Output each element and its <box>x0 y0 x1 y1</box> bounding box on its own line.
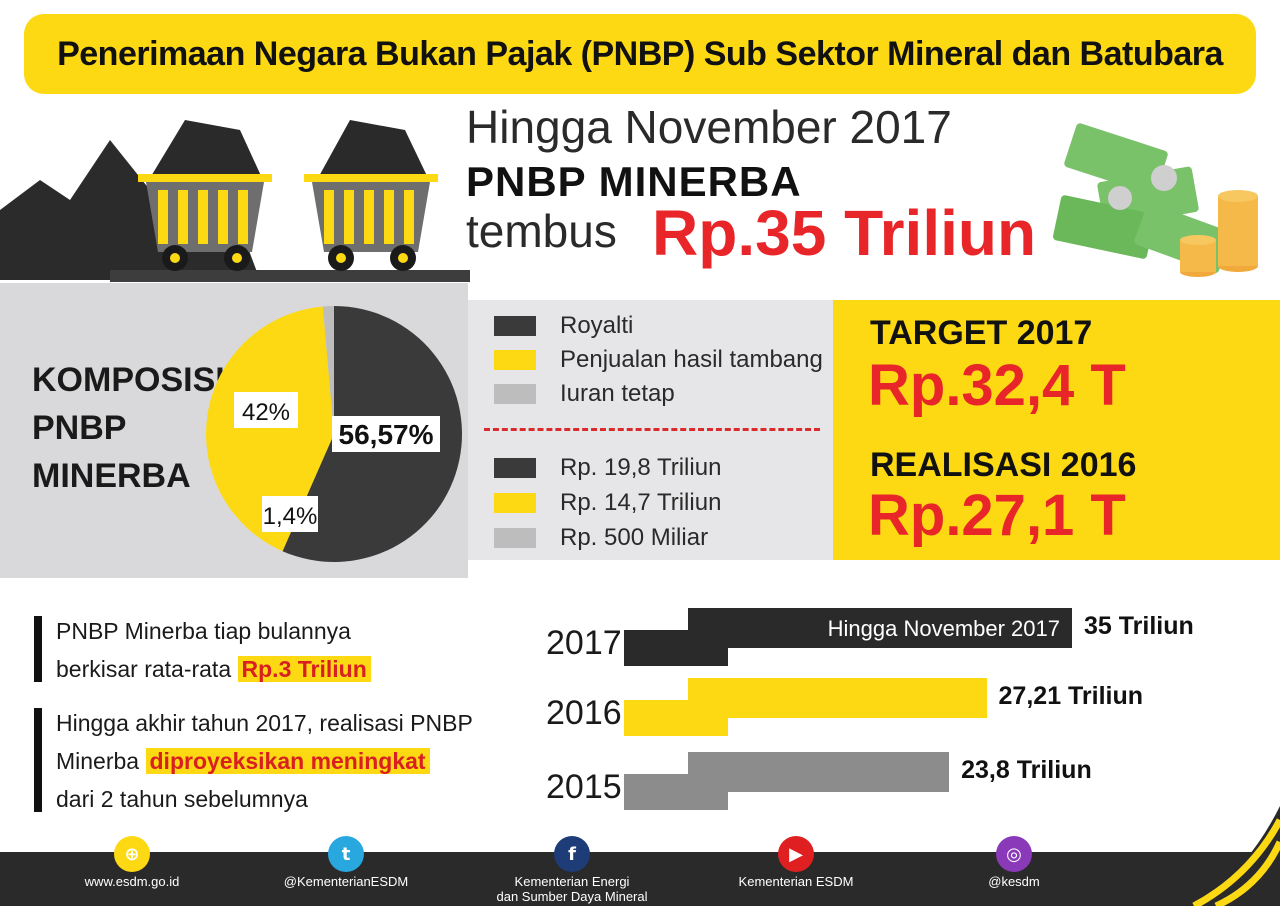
bar-chart: 2017 Hingga November 2017 35 Triliun 2016 27… <box>540 596 1260 828</box>
target-value: Rp.32,4 T <box>868 353 1126 418</box>
legend-label: Royalti <box>560 312 634 339</box>
instagram-icon: ◎ <box>996 836 1032 872</box>
pie-data-label: 42% <box>234 392 298 428</box>
bar-2017 <box>688 608 1072 648</box>
legend-value: Rp. 14,7 Triliun <box>560 489 722 516</box>
legend-item-royalti: Royalti <box>494 312 633 340</box>
legend-swatch <box>494 384 536 404</box>
bar-2015 <box>688 752 950 792</box>
note-highlight: Rp.3 Triliun <box>237 656 371 682</box>
footer-link[interactable]: f Kementerian Energi dan Sumber Daya Mine… <box>472 836 672 904</box>
note-marker <box>34 708 42 812</box>
footer-link[interactable]: ▶ Kementerian ESDM <box>696 836 896 889</box>
footer-link[interactable]: ◎ @kesdm <box>914 836 1114 889</box>
mine-cart-right-icon <box>304 120 438 271</box>
legend-label: Iuran tetap <box>560 380 675 407</box>
globe-icon: ⊕ <box>114 836 150 872</box>
bar-category-label: 2017 <box>546 624 622 662</box>
bar-category-label: 2016 <box>546 694 622 732</box>
legend-swatch <box>494 316 536 336</box>
note-monthly: PNBP Minerba tiap bulannya berkisar rata… <box>56 612 371 688</box>
footer-link[interactable]: ⊕ www.esdm.go.id <box>32 836 232 889</box>
bar-data-label: 35 Triliun <box>1084 612 1194 640</box>
facebook-icon: f <box>554 836 590 872</box>
silver-coin-icon <box>1151 165 1177 191</box>
bar-category-label: 2015 <box>546 768 622 806</box>
twitter-icon: t <box>328 836 364 872</box>
pie-slice-penjualan <box>205 306 334 552</box>
headline-period: Hingga November 2017 <box>466 101 952 153</box>
note-text: berkisar rata-rata <box>56 656 232 682</box>
bar-annotation: Hingga November 2017 <box>827 616 1060 641</box>
pie-data-label: 56,57% <box>332 416 440 452</box>
note-highlight: diproyeksikan meningkat <box>145 748 430 774</box>
note-marker <box>34 616 42 682</box>
headline-subject: PNBP MINERBA <box>466 158 802 205</box>
youtube-icon: ▶ <box>778 836 814 872</box>
note-text: Minerba diproyeksikan meningkat <box>56 742 473 780</box>
footer-link-label: Kementerian ESDM <box>738 874 854 889</box>
footer-link-label: Kementerian Energi dan Sumber Daya Miner… <box>496 874 648 904</box>
bar-2016 <box>688 678 987 718</box>
legend-value: Rp. 19,8 Triliun <box>560 454 722 481</box>
legend-item-iuran: Iuran tetap <box>494 380 675 408</box>
legend-swatch <box>494 350 536 370</box>
note-projection: Hingga akhir tahun 2017, realisasi PNBP … <box>56 704 473 818</box>
legend-value-penjualan: Rp. 14,7 Triliun <box>494 489 721 517</box>
svg-text:1,4%: 1,4% <box>263 503 318 530</box>
money-illustration <box>1053 123 1258 277</box>
footer-link-label: @KementerianESDM <box>283 874 409 889</box>
coin-stack-icon <box>1180 190 1258 277</box>
footer-link[interactable]: t @KementerianESDM <box>246 836 446 889</box>
composition-heading-line: KOMPOSISI <box>32 361 225 399</box>
mining-illustration <box>0 120 470 282</box>
legend-swatch <box>494 528 536 548</box>
legend-item-penjualan: Penjualan hasil tambang <box>494 346 823 374</box>
headline-amount: Rp.35 Triliun <box>652 197 1037 269</box>
bar-data-label: 23,8 Triliun <box>961 756 1092 784</box>
note-text: Minerba <box>56 748 140 774</box>
pie-chart: 56,57% 42% 1,4% <box>205 306 462 562</box>
legend-swatch <box>494 493 536 513</box>
page-title: Penerimaan Negara Bukan Pajak (PNBP) Sub… <box>57 34 1223 73</box>
pie-data-label: 1,4% <box>262 496 318 532</box>
target-label: TARGET 2017 <box>870 314 1093 352</box>
legend-value: Rp. 500 Miliar <box>560 524 709 551</box>
composition-heading-line: MINERBA <box>32 457 191 495</box>
title-banner: Penerimaan Negara Bukan Pajak (PNBP) Sub… <box>24 14 1256 94</box>
footer-ornament <box>1180 806 1280 906</box>
bar-data-label: 27,21 Triliun <box>998 682 1144 710</box>
svg-text:42%: 42% <box>242 399 290 426</box>
silver-coin-icon <box>1108 186 1132 210</box>
footer-bar <box>0 852 1280 906</box>
note-text: Hingga akhir tahun 2017, realisasi PNBP <box>56 710 473 736</box>
legend-value-royalti: Rp. 19,8 Triliun <box>494 454 721 482</box>
headline-verb: tembus <box>466 205 617 257</box>
composition-heading-line: PNBP <box>32 409 127 447</box>
realization-label: REALISASI 2016 <box>870 446 1137 484</box>
composition-heading: KOMPOSISI PNBP MINERBA <box>32 356 225 500</box>
legend-swatch <box>494 458 536 478</box>
legend-divider <box>484 428 820 431</box>
pie-slice-iuran <box>322 306 334 434</box>
legend-value-iuran: Rp. 500 Miliar <box>494 524 708 552</box>
rail-track <box>110 270 470 282</box>
legend-label: Penjualan hasil tambang <box>560 346 823 373</box>
realization-value: Rp.27,1 T <box>868 483 1126 548</box>
mine-cart-left-icon <box>138 120 272 271</box>
footer-link-label: www.esdm.go.id <box>84 874 180 889</box>
note-text: PNBP Minerba tiap bulannya <box>56 618 351 644</box>
svg-text:56,57%: 56,57% <box>339 419 434 450</box>
target-panel <box>833 300 1280 560</box>
footer-link-label: @kesdm <box>988 874 1040 889</box>
note-text: dari 2 tahun sebelumnya <box>56 786 308 812</box>
note-text: berkisar rata-rata Rp.3 Triliun <box>56 650 371 688</box>
